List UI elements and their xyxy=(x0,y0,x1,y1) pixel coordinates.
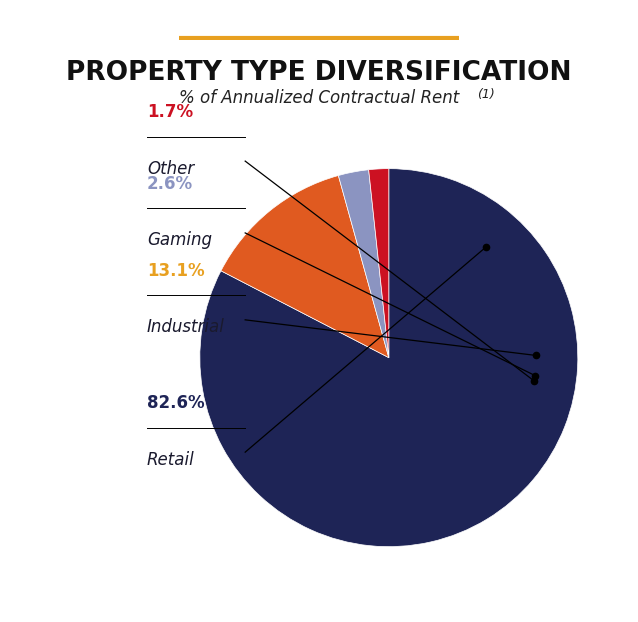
Text: PROPERTY TYPE DIVERSIFICATION: PROPERTY TYPE DIVERSIFICATION xyxy=(66,60,572,86)
Wedge shape xyxy=(338,170,389,358)
Text: 1.7%: 1.7% xyxy=(147,103,193,121)
Text: Gaming: Gaming xyxy=(147,231,212,249)
Text: Industrial: Industrial xyxy=(147,318,225,337)
Text: (1): (1) xyxy=(477,88,495,101)
Text: % of Annualized Contractual Rent: % of Annualized Contractual Rent xyxy=(179,89,459,106)
Text: Other: Other xyxy=(147,160,194,178)
Text: Retail: Retail xyxy=(147,451,195,469)
Wedge shape xyxy=(200,169,578,547)
Wedge shape xyxy=(369,169,389,358)
Text: 82.6%: 82.6% xyxy=(147,394,205,412)
Text: 13.1%: 13.1% xyxy=(147,262,205,280)
Wedge shape xyxy=(221,175,389,358)
Text: 2.6%: 2.6% xyxy=(147,175,193,193)
